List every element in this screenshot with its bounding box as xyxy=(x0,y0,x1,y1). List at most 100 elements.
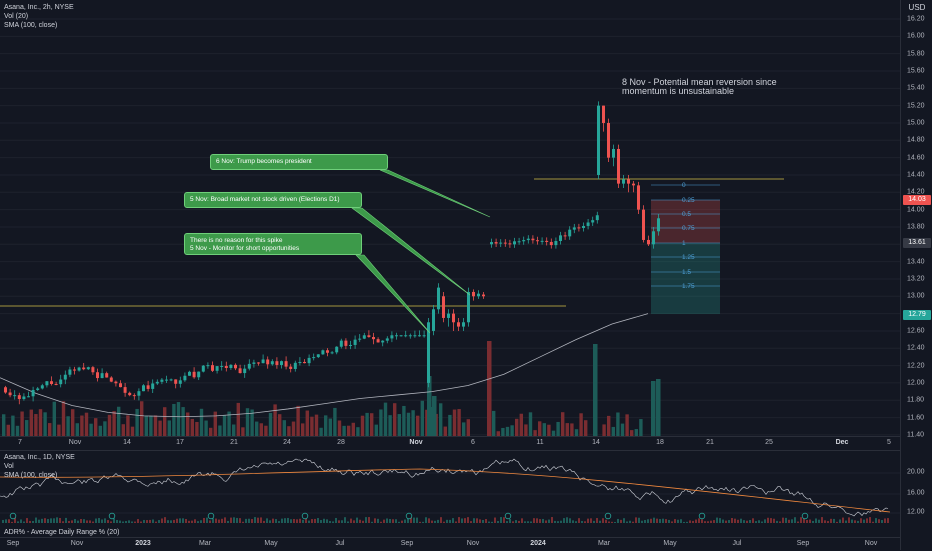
sub-volume-bar xyxy=(209,520,211,523)
sub-volume-bar xyxy=(626,521,628,523)
bottom-axis-tick: Jul xyxy=(335,540,345,547)
time-axis-tick: 6 xyxy=(471,439,475,446)
sub-volume-bar xyxy=(620,519,622,523)
volume-bar xyxy=(218,425,222,436)
sub-volume-bar xyxy=(299,518,301,523)
sub-volume-bar xyxy=(860,518,862,523)
sub-volume-bar xyxy=(434,520,436,523)
volume-bar xyxy=(651,381,656,436)
candle-body xyxy=(442,296,445,318)
sub-volume-bar xyxy=(530,521,532,523)
sub-legend-volume[interactable]: Vol xyxy=(4,463,14,470)
sub-volume-bar xyxy=(386,518,388,523)
time-axis-tick: 11 xyxy=(536,439,544,446)
volume-bar xyxy=(135,408,139,436)
main-chart-pane[interactable]: Asana, Inc., 2h, NYSE Vol (20) SMA (100,… xyxy=(0,0,900,436)
sub-volume-bar xyxy=(179,518,181,523)
legend-volume[interactable]: Vol (20) xyxy=(4,13,29,20)
sub-volume-bar xyxy=(38,519,40,523)
time-axis[interactable]: 7 Nov 14 17 21 24 28 Nov 6 11 14 18 21 25 Dec 5 xyxy=(0,436,900,451)
candle-body xyxy=(206,365,210,367)
sub-volume-bar xyxy=(797,521,799,523)
sub-volume-bar xyxy=(533,518,535,523)
sub-volume-bar xyxy=(293,518,295,523)
legend-sma[interactable]: SMA (100, close) xyxy=(4,22,58,29)
sub-volume-bar xyxy=(188,520,190,523)
note-mean-reversion[interactable]: 8 Nov - Potential mean reversion since m… xyxy=(622,77,777,96)
sub-volume-bar xyxy=(863,519,865,523)
sub-volume-bar xyxy=(845,520,847,523)
daily-sub-pane[interactable]: Asana, Inc., 1D, NYSE Vol SMA (100, clos… xyxy=(0,450,900,538)
sub-volume-bar xyxy=(77,520,79,523)
sub-volume-bar xyxy=(509,518,511,523)
volume-bar xyxy=(112,411,116,436)
candle-body xyxy=(494,242,498,244)
volume-bar xyxy=(20,411,24,436)
callout-broad-market[interactable]: 5 Nov: Broad market not stock driven (El… xyxy=(184,192,362,208)
sub-volume-bar xyxy=(164,517,166,523)
sub-legend-symbol[interactable]: Asana, Inc., 1D, NYSE xyxy=(4,454,75,461)
volume-bar xyxy=(130,426,135,436)
candle-body xyxy=(432,309,435,331)
legend-symbol[interactable]: Asana, Inc., 2h, NYSE xyxy=(4,4,74,11)
sub-volume-bar xyxy=(746,520,748,523)
candle-body xyxy=(321,350,325,355)
volume-bar xyxy=(172,403,176,436)
sub-volume-bar xyxy=(806,519,808,523)
candle-body xyxy=(82,367,86,370)
adr-legend[interactable]: ADR% - Average Daily Range % (20) xyxy=(4,529,120,536)
volume-bar xyxy=(656,379,661,436)
candle-body xyxy=(4,387,7,393)
volume-bar xyxy=(501,427,505,436)
main-chart-svg[interactable] xyxy=(0,0,900,436)
candle-body xyxy=(100,373,104,379)
sub-volume-bar xyxy=(380,521,382,523)
sub-volume-bar xyxy=(641,520,643,523)
sub-volume-bar xyxy=(2,519,4,523)
daily-chart-svg[interactable] xyxy=(0,451,900,538)
callout-broad-text: 5 Nov: Broad market not stock driven (El… xyxy=(190,196,340,203)
bottom-time-axis[interactable]: Sep Nov 2023 Mar May Jul Sep Nov 2024 Mar May Jul Se… xyxy=(0,537,900,551)
volume-bar xyxy=(328,418,332,436)
volume-bar xyxy=(510,425,514,436)
volume-bar xyxy=(620,423,625,436)
volume-bar xyxy=(579,413,583,436)
sub-volume-bar xyxy=(89,520,91,523)
sub-volume-bar xyxy=(572,520,574,523)
candle-body xyxy=(247,363,251,369)
callout-spike[interactable]: There is no reason for this spike 5 Nov … xyxy=(184,233,362,255)
sub-legend-sma[interactable]: SMA (100, close) xyxy=(4,472,58,479)
sub-volume-bar xyxy=(401,520,403,523)
sub-volume-bar xyxy=(65,517,67,523)
candle-body xyxy=(499,242,503,244)
volume-bar xyxy=(38,409,43,436)
candle-body xyxy=(586,222,590,226)
time-axis-tick: 21 xyxy=(230,439,238,446)
sub-volume-bar xyxy=(5,519,7,523)
sub-volume-bar xyxy=(512,521,514,523)
sub-volume-bar xyxy=(152,519,154,523)
price-axis[interactable]: USD 16.20 16.00 15.80 15.60 15.40 15.20 15.00 1… xyxy=(900,0,932,550)
volume-bar xyxy=(427,376,432,436)
time-axis-tick: Nov xyxy=(68,439,82,446)
callout-trump[interactable]: 6 Nov: Trump becomes president xyxy=(210,154,388,170)
candle-body xyxy=(91,367,95,373)
sub-volume-bar xyxy=(263,520,265,523)
volume-bar xyxy=(278,414,282,436)
sub-volume-bar xyxy=(725,520,727,523)
candle-body xyxy=(114,381,118,384)
volume-bar xyxy=(411,410,415,436)
sub-volume-bar xyxy=(146,520,148,523)
sub-volume-bar xyxy=(515,520,517,523)
sub-volume-bar xyxy=(227,520,229,523)
sub-volume-bar xyxy=(224,517,226,523)
volume-bar xyxy=(370,413,374,436)
sub-volume-bar xyxy=(518,520,520,523)
sub-volume-bar xyxy=(80,518,82,523)
sub-volume-bar xyxy=(176,518,178,523)
sub-volume-bar xyxy=(596,518,598,523)
sub-volume-bar xyxy=(458,517,460,523)
sub-volume-bar xyxy=(809,519,811,523)
bottom-axis-tick: Jul xyxy=(732,540,742,547)
candle-body xyxy=(17,395,21,400)
